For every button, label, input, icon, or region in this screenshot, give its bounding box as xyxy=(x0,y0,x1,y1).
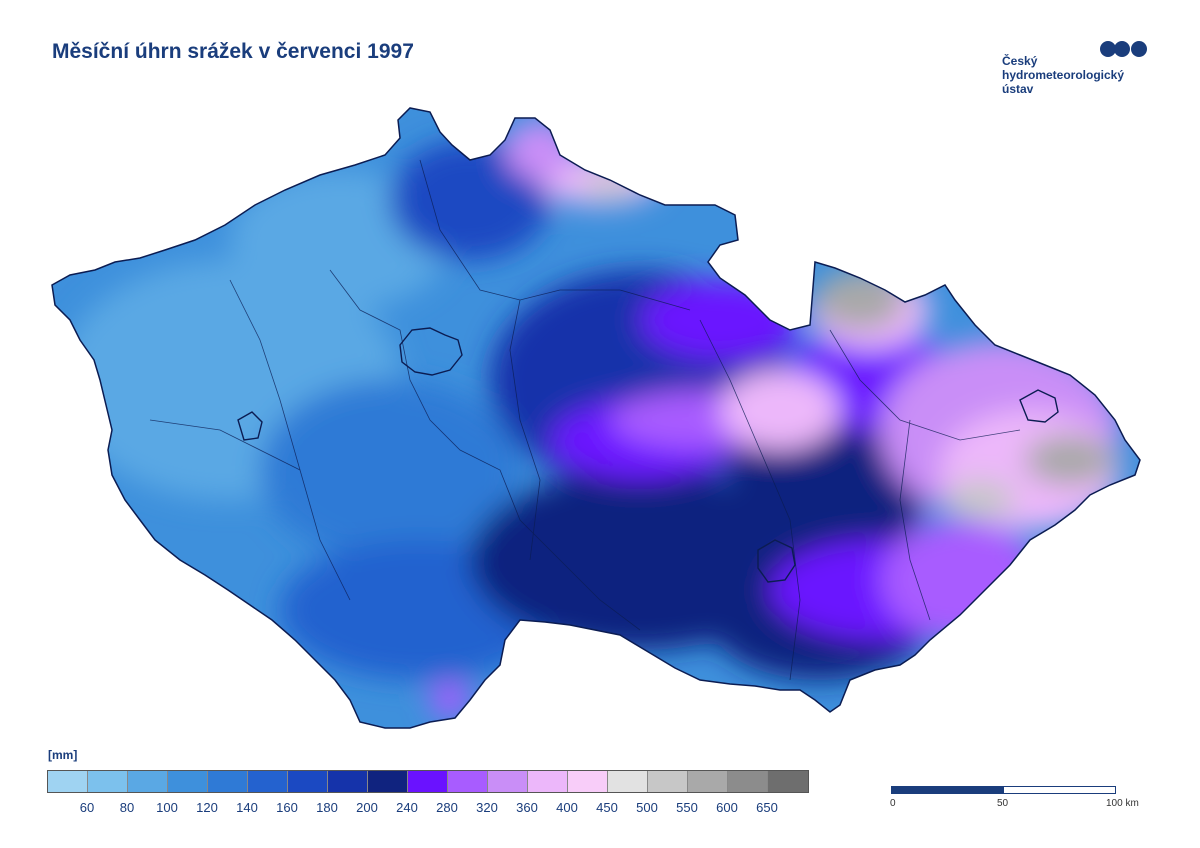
scale-bar: 0 50 100 km xyxy=(890,786,1139,816)
legend-label: 450 xyxy=(596,800,618,815)
zone-pink-central xyxy=(720,370,840,450)
city-outlines xyxy=(237,327,1059,583)
legend-swatch xyxy=(88,771,128,792)
logo-line-2: hydrometeorologický xyxy=(1002,68,1125,82)
legend-label: 200 xyxy=(356,800,378,815)
legend-label: 100 xyxy=(156,800,178,815)
legend-swatch xyxy=(288,771,328,792)
scale-label-100: 100 km xyxy=(1106,798,1139,809)
scale-segment-dark xyxy=(891,786,1003,794)
legend-swatch xyxy=(488,771,528,792)
legend-swatch xyxy=(728,771,768,792)
legend-label: 120 xyxy=(196,800,218,815)
legend-label: 400 xyxy=(556,800,578,815)
zone-north-blue xyxy=(390,140,550,260)
zone-central-mid xyxy=(260,380,520,560)
legend-label: 600 xyxy=(716,800,738,815)
legend-swatch xyxy=(128,771,168,792)
logo-line-1: Český xyxy=(1002,54,1038,68)
legend-color-bar xyxy=(47,770,809,793)
zone-lilac-southeast xyxy=(880,520,1040,640)
legend-swatch xyxy=(608,771,648,792)
legend-swatch xyxy=(368,771,408,792)
ostrava-outline xyxy=(1019,389,1059,423)
logo-line-3: ústav xyxy=(1002,82,1034,96)
legend-label: 240 xyxy=(396,800,418,815)
legend-swatch xyxy=(48,771,88,792)
legend-swatch xyxy=(328,771,368,792)
legend-label: 550 xyxy=(676,800,698,815)
scale-segment-light xyxy=(1003,786,1116,794)
legend-swatch xyxy=(768,771,808,792)
logo-text: Český hydrometeorologický ústav xyxy=(1002,54,1124,96)
scale-label-0: 0 xyxy=(890,798,896,809)
legend-label: 360 xyxy=(516,800,538,815)
scale-label-50: 50 xyxy=(997,798,1009,809)
zone-krkonose-gray xyxy=(580,173,640,197)
legend-unit: [mm] xyxy=(48,748,78,762)
region-borders xyxy=(149,159,1021,681)
zone-gray-southeast xyxy=(945,480,1015,520)
legend-label: 140 xyxy=(236,800,258,815)
zone-south-lilac xyxy=(430,682,470,718)
legend-labels: 60 80 100 120 140 160 180 200 240 280 320 360 400 450… xyxy=(47,800,847,816)
legend-label: 320 xyxy=(476,800,498,815)
zone-northeast-lilac xyxy=(505,120,575,180)
zone-violet-north xyxy=(640,280,800,360)
logo-circles-icon xyxy=(1100,41,1147,57)
zone-gray-beskydy xyxy=(1025,435,1115,485)
legend-swatch xyxy=(168,771,208,792)
legend-label: 160 xyxy=(276,800,298,815)
plzen-outline xyxy=(237,411,263,441)
legend-swatch xyxy=(688,771,728,792)
brno-outline xyxy=(757,539,796,583)
legend-label: 280 xyxy=(436,800,458,815)
legend-swatch xyxy=(408,771,448,792)
legend-label: 500 xyxy=(636,800,658,815)
legend-label: 80 xyxy=(119,800,135,815)
legend-label: 60 xyxy=(79,800,95,815)
zone-gray-jeseniky xyxy=(815,270,905,330)
legend-swatch xyxy=(448,771,488,792)
legend-swatch xyxy=(208,771,248,792)
legend-label: 180 xyxy=(316,800,338,815)
prague-outline xyxy=(399,327,463,376)
legend-label: 650 xyxy=(756,800,778,815)
legend-swatch xyxy=(528,771,568,792)
legend-swatch xyxy=(248,771,288,792)
legend-swatch xyxy=(648,771,688,792)
chmi-logo: Český hydrometeorologický ústav xyxy=(1002,38,1162,98)
legend-swatch xyxy=(568,771,608,792)
map-title: Měsíční úhrn srážek v červenci 1997 xyxy=(52,40,414,63)
